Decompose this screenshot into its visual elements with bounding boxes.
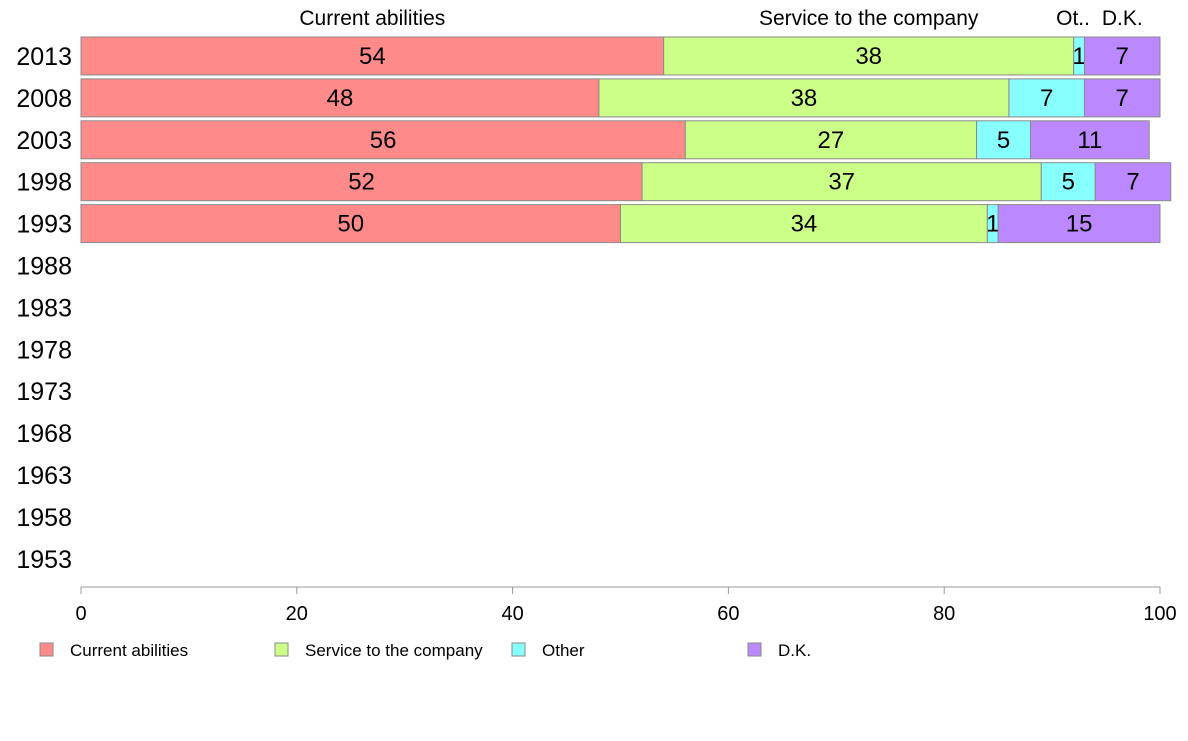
data-label-2003-service-to-the-company: 27 [818,127,845,154]
data-label-1993-d-k: 15 [1066,211,1093,238]
category-label-1958: 1958 [16,504,72,532]
bar-2013-current-abilities [80,36,665,76]
legend-label-service-to-the-company: Service to the company [305,641,483,660]
category-label-1998: 1998 [16,169,72,197]
data-label-2013-service-to-the-company: 38 [855,43,882,70]
data-label-2008-d-k: 7 [1116,85,1129,112]
bar-2003-other [976,120,1032,160]
bar-1998-service-to-the-company [641,162,1042,202]
bar-2003-current-abilities [80,120,686,160]
category-label-1993: 1993 [16,211,72,239]
bar-2008-service-to-the-company [598,78,1010,118]
bar-2008-d-k [1083,78,1161,118]
bar-2003-d-k [1030,120,1150,160]
column-header-current-abilities: Current abilities [299,7,445,30]
legend-swatch-service-to-the-company [274,642,289,657]
category-label-2003: 2003 [16,127,72,155]
category-label-2013: 2013 [16,43,72,71]
bar-2008-other [1008,78,1085,118]
data-label-2008-service-to-the-company: 38 [791,85,818,112]
category-label-1953: 1953 [16,546,72,574]
data-label-1993-service-to-the-company: 34 [791,211,818,238]
x-tick-label-20: 20 [286,603,308,625]
column-header-d-k: D.K. [1102,7,1143,30]
bar-1998-current-abilities [80,162,643,202]
x-tick-label-100: 100 [1143,603,1176,625]
x-tick-label-80: 80 [933,603,955,625]
legend-label-current-abilities: Current abilities [70,641,188,660]
data-label-2003-d-k: 11 [1077,127,1102,154]
data-label-1998-other: 5 [1062,169,1075,196]
data-label-2003-current-abilities: 56 [370,127,397,154]
data-label-2003-other: 5 [997,127,1010,154]
legend-swatch-current-abilities [39,642,54,657]
x-tick-label-40: 40 [501,603,523,625]
column-header-other: Ot.. [1056,7,1090,30]
category-label-2008: 2008 [16,85,72,113]
category-label-1968: 1968 [16,420,72,448]
bar-1998-d-k [1094,162,1172,202]
bar-2003-service-to-the-company [684,120,978,160]
bar-2013-d-k [1083,36,1161,76]
legend-swatch-d-k [747,642,762,657]
category-label-1963: 1963 [16,462,72,490]
data-label-1998-current-abilities: 52 [348,169,375,196]
bar-1998-other [1040,162,1096,202]
data-label-1993-current-abilities: 50 [337,211,364,238]
category-label-1973: 1973 [16,378,72,406]
data-label-2008-current-abilities: 48 [327,85,354,112]
category-label-1983: 1983 [16,294,72,322]
x-tick-label-60: 60 [717,603,739,625]
category-label-1978: 1978 [16,336,72,364]
category-label-1988: 1988 [16,253,72,281]
data-label-1993-other: 1 [986,211,999,238]
column-header-service-to-the-company: Service to the company [759,7,979,30]
data-label-1998-d-k: 7 [1126,169,1139,196]
bar-2013-service-to-the-company [663,36,1075,76]
x-tick-label-0: 0 [75,603,86,625]
data-label-2013-other: 1 [1072,43,1085,70]
data-label-2013-d-k: 7 [1116,43,1129,70]
data-label-1998-service-to-the-company: 37 [828,169,855,196]
data-label-2008-other: 7 [1040,85,1053,112]
legend-label-other: Other [542,641,585,660]
legend-swatch-other [511,642,526,657]
legend-label-d-k: D.K. [778,641,811,660]
bar-1993-d-k [997,204,1161,244]
data-label-2013-current-abilities: 54 [359,43,386,70]
